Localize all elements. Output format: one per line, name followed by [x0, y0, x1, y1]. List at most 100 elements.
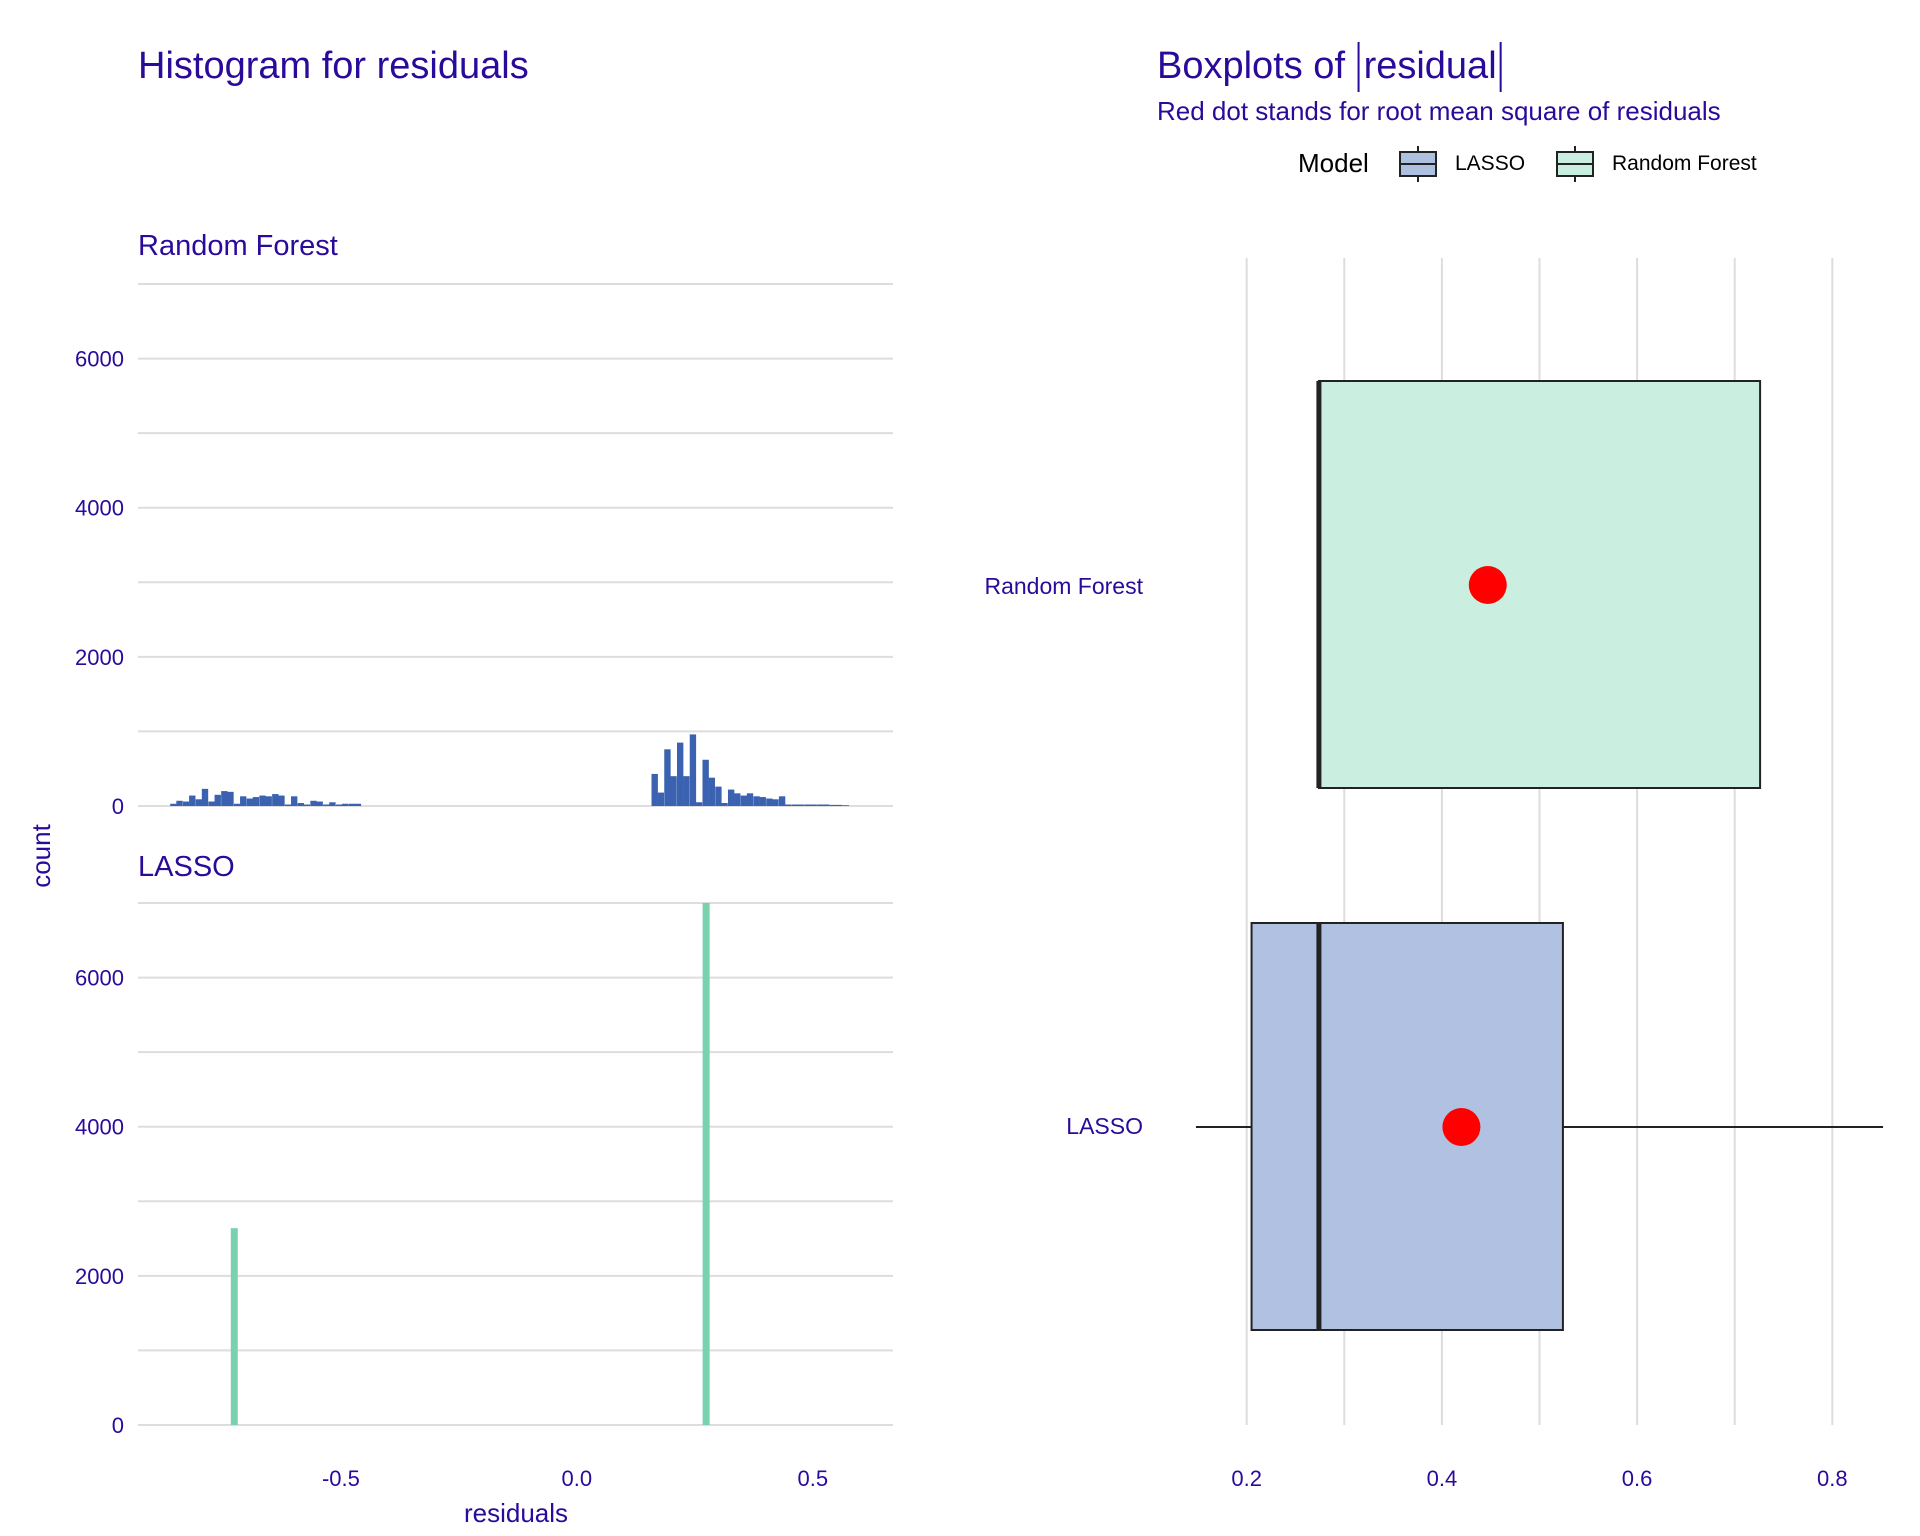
y-axis-title: count [26, 823, 56, 887]
y-tick-labels-random-forest: 0 2000 4000 6000 [75, 347, 124, 819]
rms-dot [1442, 1108, 1481, 1146]
histogram-bar [335, 804, 343, 806]
histogram-bar [708, 777, 715, 806]
histogram-bar [201, 788, 209, 806]
histogram-bar [233, 803, 241, 806]
histogram-bar [670, 776, 677, 806]
histogram-bar [740, 795, 748, 806]
histogram-bar [323, 804, 330, 806]
histogram-bar [246, 798, 254, 806]
histogram-bar [836, 804, 843, 806]
histogram-bar [329, 802, 336, 806]
x-tick-label: 0.0 [562, 1466, 593, 1491]
legend-title: Model [1298, 148, 1369, 178]
histogram-bar [208, 801, 215, 806]
histogram-bar [195, 799, 203, 806]
histogram-bar [341, 803, 349, 806]
x-tick-label: 0.5 [797, 1466, 828, 1491]
histogram-title: Histogram for residuals [138, 45, 529, 87]
legend-key-lasso [1399, 146, 1437, 182]
boxplot-title-text: Boxplots of [1157, 45, 1356, 87]
facet-label-lasso: LASSO [138, 851, 235, 883]
histogram-bar [727, 789, 735, 806]
histogram-bar [170, 803, 177, 806]
y-tick-label: 0 [112, 1413, 124, 1438]
histogram-bars-lasso [230, 903, 710, 1425]
x-tick-label: 0.8 [1817, 1466, 1848, 1491]
y-tick-label: 2000 [75, 645, 124, 670]
boxplot-title: Boxplots of residual [1157, 45, 1497, 87]
box-random-forest [1316, 380, 1762, 789]
histogram-bar [291, 796, 298, 806]
box-iqr [1317, 380, 1762, 789]
histogram-bar [189, 795, 196, 806]
legend-label-lasso: LASSO [1455, 152, 1525, 175]
histogram-bar [230, 1228, 238, 1425]
x-tick-label: 0.4 [1427, 1466, 1458, 1491]
histogram-panel: Histogram for residuals Random Forest LA… [26, 45, 893, 1528]
facet-label-random-forest: Random Forest [138, 230, 338, 262]
x-tick-label: 0.2 [1231, 1466, 1262, 1491]
histogram-bar [227, 791, 234, 806]
histogram-bar [804, 804, 811, 806]
y-tick-label: 0 [112, 794, 124, 819]
histogram-bar [252, 797, 260, 806]
histogram-gridlines-lasso [138, 902, 893, 1426]
y-tick-label: 6000 [75, 966, 124, 991]
y-tick-label: 6000 [75, 347, 124, 372]
x-tick-label: 0.6 [1622, 1466, 1653, 1491]
histogram-bar [823, 804, 830, 806]
histogram-bar [272, 794, 279, 806]
boxplot-title-math: residual [1364, 45, 1497, 87]
boxplot-panel: Boxplots of residual Red dot stands for … [984, 42, 1884, 1491]
box-lasso [1195, 922, 1884, 1331]
x-tick-labels-histogram: -0.5 0.0 0.5 [322, 1466, 828, 1491]
legend-key-random-forest [1556, 146, 1594, 182]
histogram-bar [176, 800, 183, 806]
histogram-bar [772, 799, 779, 806]
x-tick-labels-boxplot: 0.2 0.4 0.6 0.8 [1231, 1466, 1847, 1491]
histogram-bar [766, 798, 773, 806]
histogram-bar [683, 776, 690, 806]
boxplot-subtitle: Red dot stands for root mean square of r… [1157, 96, 1721, 126]
category-label-random-forest: Random Forest [984, 573, 1143, 599]
histogram-bar [651, 773, 658, 806]
category-label-lasso: LASSO [1066, 1113, 1143, 1139]
histogram-bars-random-forest [170, 734, 849, 806]
legend: Model LASSO Random Forest [1298, 146, 1757, 182]
box-iqr [1250, 922, 1564, 1331]
y-tick-label: 4000 [75, 1115, 124, 1140]
y-tick-label: 2000 [75, 1264, 124, 1289]
histogram-gridlines-random-forest [138, 283, 893, 807]
histogram-bar [702, 903, 710, 1425]
histogram-bar [702, 759, 709, 806]
histogram-bar [265, 796, 272, 806]
histogram-bar [657, 792, 665, 806]
histogram-bar [259, 795, 266, 806]
histogram-bar [354, 803, 362, 806]
legend-label-random-forest: Random Forest [1612, 152, 1757, 175]
histogram-bar [842, 805, 849, 806]
histogram-bar [829, 804, 837, 806]
histogram-bar [240, 796, 247, 806]
y-tick-labels-lasso: 0 2000 4000 6000 [75, 966, 124, 1438]
x-tick-label: -0.5 [322, 1466, 360, 1491]
histogram-bar [753, 796, 760, 806]
y-tick-label: 4000 [75, 496, 124, 521]
histogram-bar [297, 803, 304, 806]
histogram-bar [278, 795, 285, 806]
histogram-bar [221, 791, 228, 806]
histogram-bar [746, 793, 754, 806]
histogram-bar [785, 804, 792, 806]
histogram-bar [791, 804, 799, 806]
histogram-bar [721, 803, 728, 806]
x-axis-title: residuals [464, 1498, 568, 1528]
histogram-bar [676, 742, 684, 806]
histogram-bar [303, 804, 311, 806]
histogram-bar [810, 804, 817, 806]
histogram-bar [316, 801, 323, 806]
rms-dot [1468, 566, 1507, 604]
histogram-bar [715, 786, 722, 806]
histogram-bar [214, 794, 221, 806]
boxplot-marks [1195, 380, 1884, 1331]
